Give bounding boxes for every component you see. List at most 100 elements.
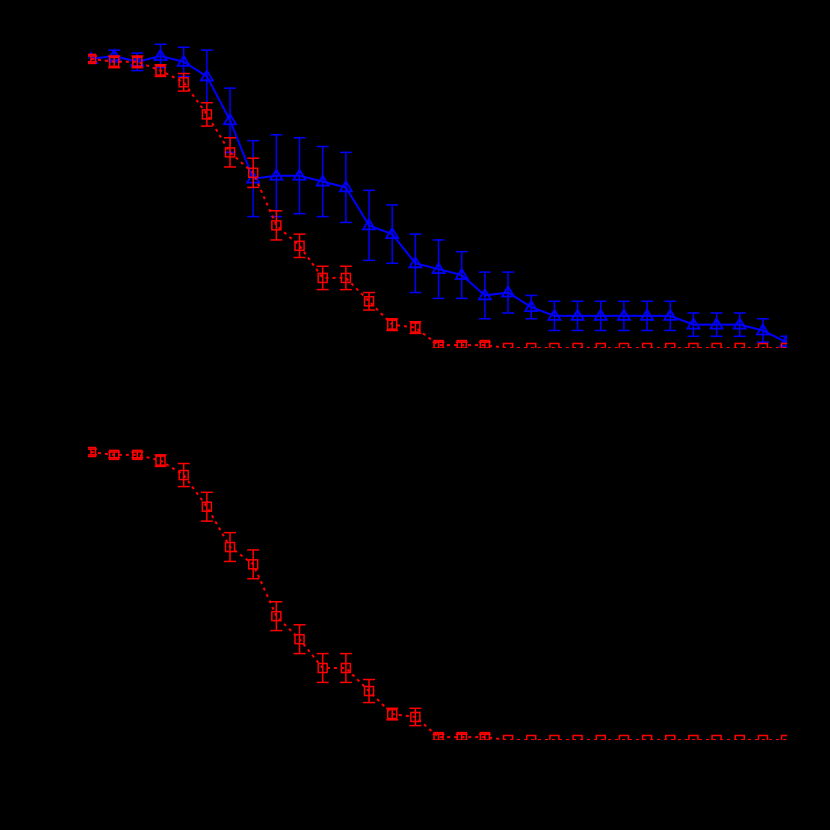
square-marker (363, 296, 375, 307)
square-marker (688, 342, 699, 348)
error-bar (409, 233, 422, 294)
triangle-marker (732, 316, 748, 330)
square-marker (757, 342, 769, 348)
square-marker (456, 731, 467, 740)
error-bar (177, 72, 190, 92)
error-bar (293, 137, 306, 215)
square-marker (641, 342, 653, 348)
square-marker (525, 734, 537, 740)
error-bar (339, 265, 352, 291)
square-marker (572, 734, 583, 740)
square-marker (549, 342, 560, 348)
square-marker (757, 734, 769, 740)
error-bar (224, 137, 237, 168)
triangle-marker (662, 308, 678, 321)
triangle-marker (500, 284, 516, 298)
error-bar (293, 624, 306, 655)
triangle-marker (430, 261, 447, 275)
error-bar (247, 157, 260, 189)
error-bar (502, 271, 515, 314)
error-bar (386, 204, 399, 265)
square-marker (132, 449, 143, 461)
square-marker (734, 734, 746, 740)
square-marker (502, 342, 514, 348)
square-marker (386, 708, 398, 720)
triangle-marker (338, 179, 354, 193)
error-bar (270, 601, 283, 632)
square-marker (294, 240, 305, 252)
error-bar (664, 300, 677, 332)
square-marker (410, 711, 421, 723)
red-squares-series (88, 446, 787, 740)
square-marker (340, 662, 352, 674)
error-bar (455, 250, 468, 300)
square-marker (386, 319, 398, 330)
square-marker (502, 734, 514, 740)
error-bar (247, 549, 260, 580)
triangle-marker (199, 68, 215, 82)
square-marker (734, 342, 746, 348)
error-bar (594, 300, 607, 332)
square-marker (479, 339, 491, 348)
error-bar (339, 652, 352, 684)
triangle-marker (222, 112, 238, 126)
square-marker (201, 501, 213, 512)
square-marker (88, 446, 97, 458)
square-marker (317, 272, 328, 284)
square-marker (479, 731, 491, 740)
square-marker (224, 541, 236, 553)
square-marker (108, 449, 120, 461)
triangle-marker (291, 167, 308, 181)
triangle-marker (709, 316, 725, 330)
square-marker (178, 469, 189, 481)
error-bar (548, 300, 561, 332)
error-bar (270, 210, 283, 241)
square-marker (271, 610, 282, 622)
error-bar (641, 300, 654, 332)
square-marker (433, 339, 444, 348)
square-marker (780, 342, 787, 348)
error-bar (733, 312, 746, 338)
square-marker (271, 220, 282, 231)
error-bar (363, 678, 376, 704)
square-marker (132, 56, 143, 68)
triangle-marker (477, 287, 493, 301)
triangle-marker (685, 316, 702, 330)
square-marker (247, 167, 259, 179)
triangle-marker (407, 255, 423, 269)
square-marker (456, 339, 467, 348)
triangle-marker (755, 322, 771, 336)
triangle-marker (176, 54, 192, 67)
red-squares-series (88, 53, 787, 348)
square-marker (433, 731, 444, 740)
triangle-marker (315, 173, 331, 187)
error-bar (200, 101, 213, 127)
triangle-marker (569, 308, 586, 321)
triangle-marker (454, 267, 470, 280)
error-bar (409, 707, 422, 727)
error-bar (200, 491, 213, 522)
error-bar (571, 300, 584, 332)
top-panel-plot-area (88, 43, 787, 348)
square-marker (688, 734, 699, 740)
error-bar (617, 300, 630, 332)
triangle-marker (361, 217, 377, 231)
error-bar (316, 652, 329, 684)
error-bar (339, 151, 352, 224)
triangle-marker (268, 167, 284, 181)
square-marker (317, 662, 328, 674)
square-marker (108, 56, 120, 68)
error-bar (316, 265, 329, 291)
square-marker (294, 633, 305, 645)
square-marker (665, 734, 676, 740)
square-marker (572, 342, 583, 348)
square-marker (711, 342, 722, 348)
triangle-marker (546, 308, 562, 321)
square-marker (247, 559, 259, 570)
triangle-marker (593, 308, 609, 321)
square-marker (410, 322, 421, 333)
triangle-marker (616, 308, 632, 321)
error-bar (316, 145, 329, 218)
